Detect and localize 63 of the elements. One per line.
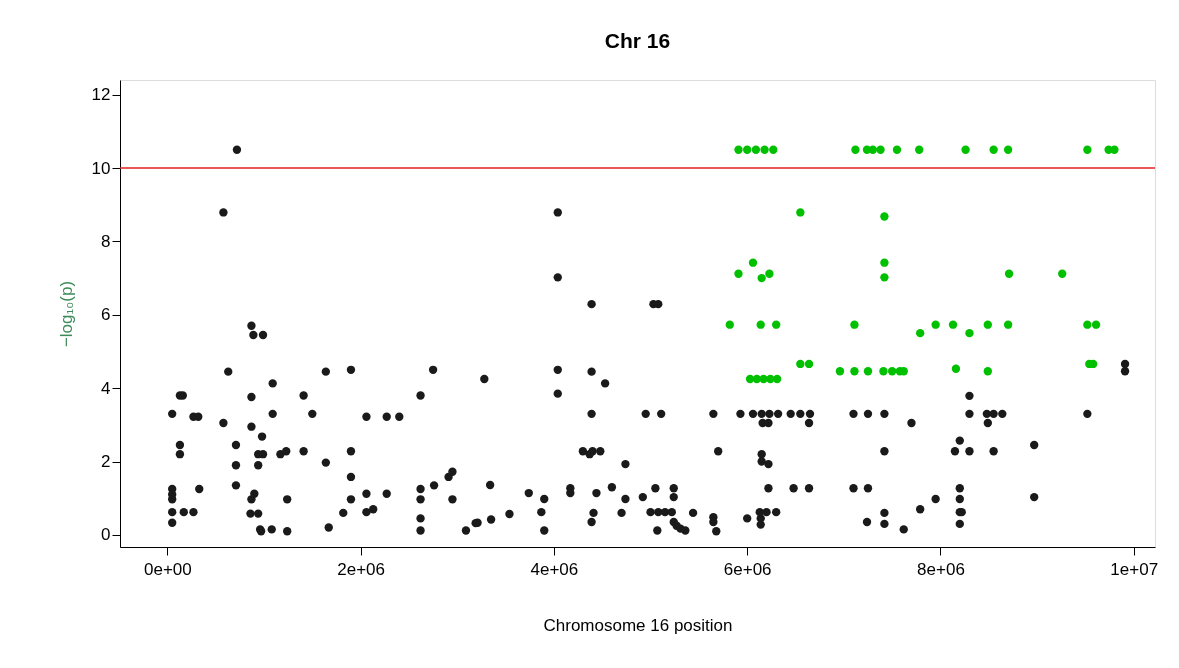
point <box>1004 269 1014 278</box>
point <box>1058 269 1067 278</box>
point <box>743 145 752 154</box>
point <box>951 364 961 373</box>
point <box>771 320 781 329</box>
point <box>1003 320 1013 329</box>
point <box>1083 320 1092 329</box>
point <box>756 320 765 329</box>
point <box>851 145 860 154</box>
point <box>734 269 743 278</box>
point <box>961 145 970 154</box>
point <box>835 367 845 376</box>
point <box>796 359 805 369</box>
point <box>804 359 814 369</box>
point <box>1091 320 1101 329</box>
point <box>1083 145 1092 154</box>
point <box>748 258 758 267</box>
point <box>1003 145 1013 154</box>
point <box>760 145 769 154</box>
point <box>983 367 992 376</box>
y-tick-label: 10 <box>91 158 111 178</box>
point <box>989 145 998 154</box>
y-axis-title: −log₁₀(p) <box>56 280 76 348</box>
point <box>931 320 940 329</box>
y-tick-label: 8 <box>101 231 111 251</box>
x-tick-label: 1e+07 <box>1110 559 1159 579</box>
point <box>734 145 743 154</box>
point <box>965 328 974 338</box>
point <box>983 320 992 329</box>
x-tick-label: 8e+06 <box>917 559 965 579</box>
point <box>880 212 889 221</box>
point <box>876 145 885 154</box>
point <box>915 328 925 338</box>
point <box>863 367 873 376</box>
point <box>769 145 778 154</box>
point <box>948 320 958 329</box>
point <box>765 269 774 278</box>
point <box>879 367 888 376</box>
point <box>915 145 924 154</box>
point <box>772 374 782 384</box>
y-tick-label: 2 <box>101 452 111 472</box>
y-tick-label: 6 <box>101 305 111 325</box>
x-tick-label: 4e+06 <box>530 559 579 579</box>
y-tick-label: 4 <box>101 378 111 398</box>
point <box>892 145 902 154</box>
y-tick-label: 12 <box>91 85 111 105</box>
x-tick-label: 2e+06 <box>337 559 386 579</box>
point <box>796 208 805 217</box>
x-tick-label: 0e+00 <box>143 559 192 579</box>
point <box>880 258 889 267</box>
chart-title: Chr 16 <box>604 29 671 52</box>
point <box>868 145 877 154</box>
point <box>880 273 889 282</box>
point <box>1110 145 1119 154</box>
point <box>887 367 897 376</box>
y-tick-label: 0 <box>101 525 111 545</box>
point <box>751 145 761 154</box>
x-axis-title: Chromosome 16 position <box>543 615 733 635</box>
point <box>850 367 859 376</box>
point <box>850 320 859 329</box>
point <box>725 320 734 329</box>
point <box>757 273 766 283</box>
x-tick-label: 6e+06 <box>723 559 772 579</box>
